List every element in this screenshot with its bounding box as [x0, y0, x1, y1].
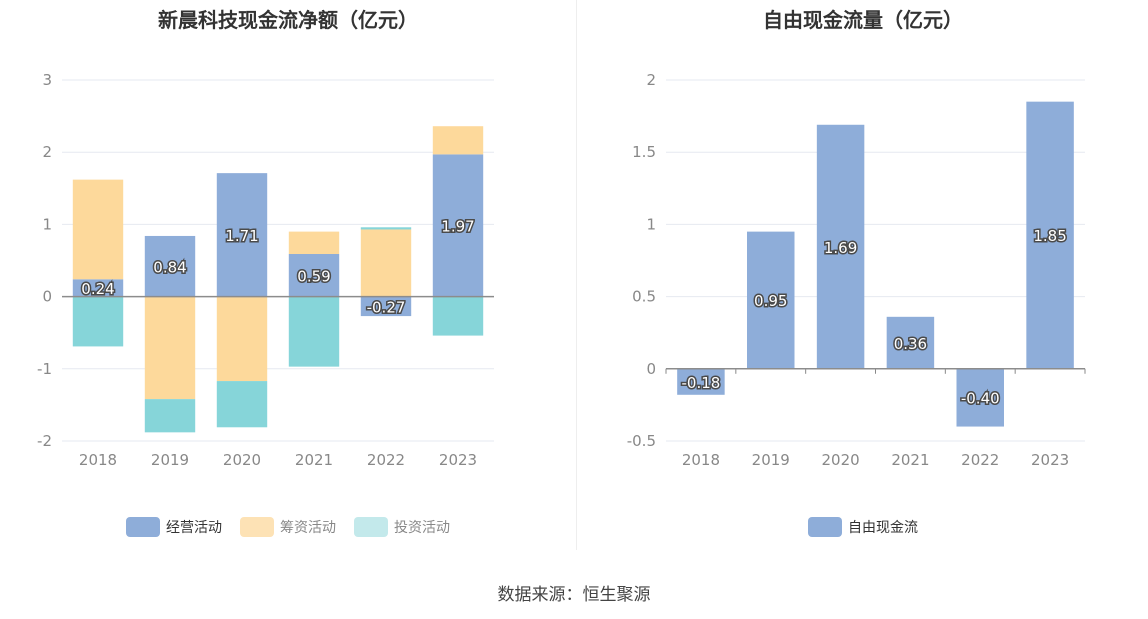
y-tick-label: 2 [646, 71, 656, 89]
chart-title: 新晨科技现金流净额（亿元） [158, 8, 418, 32]
legend-item-investing[interactable]: 投资活动 [354, 517, 450, 537]
bar [956, 368, 1004, 427]
data-label: -0.40 [961, 390, 1000, 408]
data-label: 0.36 [894, 335, 927, 353]
bar [677, 368, 725, 395]
y-tick-label: -0.5 [627, 432, 656, 450]
x-tick-label: 2018 [682, 451, 720, 469]
bar [216, 173, 268, 297]
bar [144, 235, 196, 297]
x-tick-label: 2021 [891, 451, 929, 469]
legend-swatch [808, 517, 842, 537]
data-label: 0.24 [81, 280, 114, 298]
net-cashflow-chart-panel: 新晨科技现金流净额（亿元） -2 -1 0 1 2 3 0.24 2018 0.84 2019 1.… [0, 0, 576, 550]
bar [144, 296, 196, 400]
y-tick-label: 1 [646, 215, 656, 233]
y-tick-label: 2 [42, 143, 52, 161]
bar [216, 296, 268, 382]
net-cashflow-chart: -2 -1 0 1 2 3 0.24 2018 0.84 2019 1.71 2020 0.59 2021… [37, 71, 494, 469]
data-label: 1.69 [824, 239, 857, 257]
bar [288, 231, 340, 255]
legend-item-operating[interactable]: 经营活动 [126, 517, 222, 537]
legend-label: 自由现金流 [848, 520, 918, 536]
bar [747, 231, 795, 369]
bar [886, 316, 935, 369]
bar [216, 381, 268, 428]
x-tick-label: 2020 [223, 451, 261, 469]
legend-label: 投资活动 [394, 520, 450, 536]
y-tick-label: 0 [42, 288, 52, 306]
y-tick-label: 1 [42, 215, 52, 233]
bar [72, 179, 124, 280]
x-tick-label: 2019 [151, 451, 189, 469]
x-tick-label: 2019 [752, 451, 790, 469]
legend-swatch [354, 517, 388, 537]
chart-title: 自由现金流量（亿元） [763, 8, 963, 32]
y-tick-label: -1 [37, 360, 52, 378]
y-tick-label: -2 [37, 432, 52, 450]
data-source-note: 数据来源：恒生聚源 [497, 585, 651, 605]
x-tick-label: 2022 [367, 451, 405, 469]
legend-item-financing[interactable]: 筹资活动 [240, 517, 336, 537]
x-tick-label: 2021 [295, 451, 333, 469]
bar [288, 254, 340, 297]
x-tick-label: 2018 [79, 451, 117, 469]
bar [432, 296, 484, 336]
bar [72, 296, 124, 347]
bar [144, 399, 196, 433]
bar [72, 279, 124, 297]
bar [360, 227, 412, 230]
x-tick-label: 2023 [439, 451, 477, 469]
legend-swatch [126, 517, 160, 537]
plot-area: -0.5 0 0.5 1 1.5 2 -0.18 2018 0.95 2019 1.69 2020 0.… [627, 71, 1086, 469]
bar [360, 296, 412, 317]
legend: 经营活动 筹资活动 投资活动 [0, 517, 576, 537]
y-tick-label: 3 [42, 71, 52, 89]
x-tick-label: 2023 [1031, 451, 1069, 469]
data-label: -0.27 [367, 298, 406, 316]
legend-swatch [240, 517, 274, 537]
data-label: -0.18 [682, 374, 721, 392]
data-label: 0.84 [153, 258, 186, 276]
bar [288, 296, 340, 367]
data-label: 0.59 [297, 267, 330, 285]
bar [432, 126, 484, 155]
bar [1026, 101, 1074, 369]
x-tick-label: 2020 [821, 451, 859, 469]
y-tick-label: 1.5 [632, 143, 656, 161]
x-tick-label: 2022 [961, 451, 999, 469]
data-label: 1.85 [1033, 227, 1066, 245]
legend-item-free-cashflow[interactable]: 自由现金流 [808, 517, 918, 537]
legend: 自由现金流 [577, 517, 1148, 537]
legend-label: 经营活动 [166, 520, 222, 536]
bar [432, 154, 484, 297]
y-tick-label: 0 [646, 360, 656, 378]
bar [816, 124, 865, 369]
data-label: 1.71 [225, 227, 258, 245]
free-cashflow-chart-panel: 自由现金流量（亿元） -0.5 0 0.5 1 1.5 2 -0.18 2018 0.95 201… [576, 0, 1148, 550]
data-label: 1.97 [441, 217, 474, 235]
bar [360, 229, 412, 297]
y-tick-label: 0.5 [632, 288, 656, 306]
legend-label: 筹资活动 [280, 520, 336, 536]
free-cashflow-chart: -0.5 0 0.5 1 1.5 2 -0.18 2018 0.95 2019 1.69 2020 0.… [627, 71, 1086, 469]
data-label: 0.95 [754, 292, 787, 310]
